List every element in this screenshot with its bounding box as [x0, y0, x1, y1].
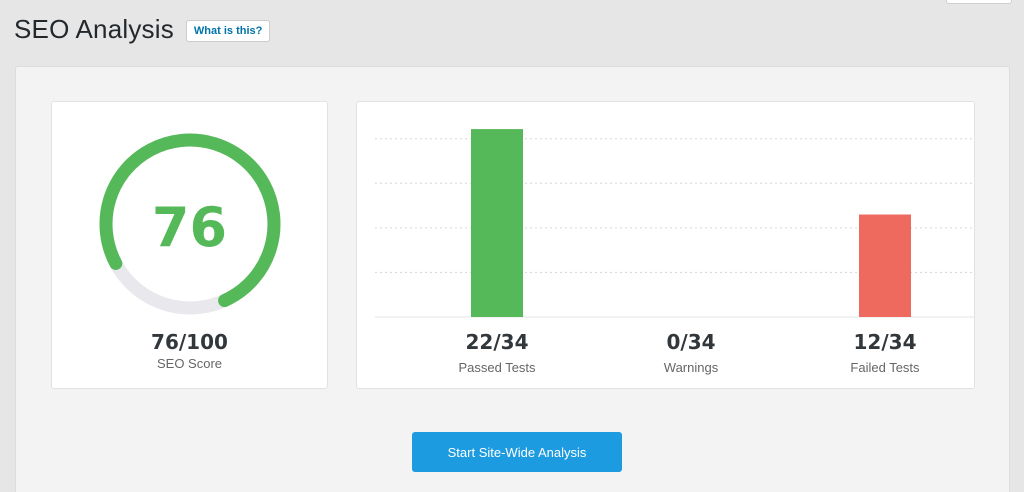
help-button[interactable]: What is this?	[185, 20, 271, 42]
title-row: SEO Analysis What is this?	[14, 14, 271, 45]
score-gauge	[99, 133, 281, 315]
stat-failed-value: 12/34	[853, 330, 917, 354]
stat-failed: 12/34 Failed Tests	[805, 330, 965, 375]
stat-passed: 22/34 Passed Tests	[417, 330, 577, 375]
score-value: 76/100	[151, 330, 228, 354]
page-title: SEO Analysis	[14, 14, 174, 44]
stat-warnings-label: Warnings	[663, 360, 719, 375]
screen-options-tab[interactable]	[946, 0, 1012, 4]
stat-warnings: 0/34 Warnings	[611, 330, 771, 375]
bar-passed-tests	[471, 129, 523, 317]
bar-failed-tests	[859, 214, 911, 317]
stat-passed-value: 22/34	[465, 330, 529, 354]
score-label: SEO Score	[156, 356, 223, 371]
stat-failed-label: Failed Tests	[850, 360, 920, 375]
score-card: 76 76/100 SEO Score	[51, 101, 328, 389]
start-analysis-button[interactable]: Start Site-Wide Analysis	[412, 432, 622, 472]
gauge-progress	[99, 133, 281, 315]
results-chart	[375, 129, 974, 318]
gauge-number: 76	[151, 196, 228, 259]
stat-warnings-value: 0/34	[666, 330, 716, 354]
results-chart-card: 22/34 Passed Tests 0/34 Warnings 12/34 F…	[356, 101, 975, 389]
stat-passed-label: Passed Tests	[458, 360, 536, 375]
